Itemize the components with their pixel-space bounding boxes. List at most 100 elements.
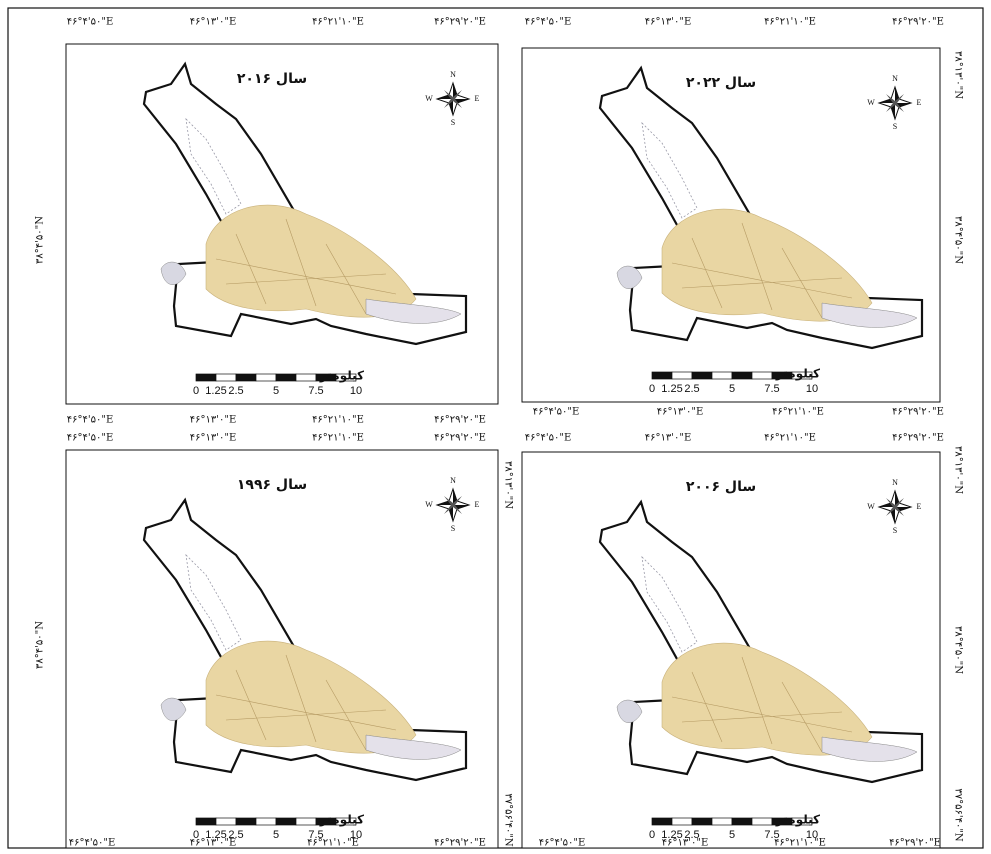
scale-segment: [296, 818, 316, 825]
compass-letter: N: [892, 478, 898, 487]
latitude-label: ۳۸°۴'۵۰"N: [953, 626, 964, 674]
compass-letter: E: [917, 502, 922, 511]
scale-label: 0: [649, 383, 655, 395]
compass-letter: S: [893, 122, 897, 131]
longitude-label: ۴۶°۴'۵۰"E: [67, 17, 114, 28]
longitude-label: ۴۶°۴'۵۰"E: [525, 433, 572, 444]
longitude-label: ۴۶°۲۹'۲۰"E: [889, 838, 941, 849]
longitude-label: ۴۶°۲۱'۱۰"E: [774, 838, 826, 849]
longitude-label: ۴۶°۱۳'۰"E: [662, 838, 709, 849]
longitude-label: ۴۶°۴'۵۰"E: [525, 17, 572, 28]
longitude-label: ۴۶°۲۹'۲۰"E: [892, 433, 944, 444]
scale-label: 7.5: [308, 385, 323, 397]
scale-segment: [236, 818, 256, 825]
compass-letter: W: [425, 94, 433, 103]
scale-segment: [672, 372, 692, 379]
latitude-label: ۳۸°۴'۵۰"N: [35, 216, 46, 264]
compass-letter: S: [451, 524, 455, 533]
compass-letter: E: [917, 98, 922, 107]
scale-segment: [296, 374, 316, 381]
scale-segment: [652, 372, 672, 379]
scale-segment: [732, 372, 752, 379]
scale-label: 0: [193, 385, 199, 397]
map-title: سال ۲۰۱۶: [237, 71, 307, 87]
scale-label: 10: [350, 385, 362, 397]
scale-segment: [732, 818, 752, 825]
scale-label: 5: [729, 383, 735, 395]
longitude-label: ۴۶°۱۳'۰"E: [645, 433, 692, 444]
longitude-label: ۴۶°۲۱'۱۰"E: [312, 433, 364, 444]
scale-segment: [216, 818, 236, 825]
longitude-label: ۴۶°۲۱'۱۰"E: [312, 17, 364, 28]
longitude-label: ۴۶°۱۳'۰"E: [190, 838, 237, 849]
map-title: سال ۲۰۰۶: [686, 479, 756, 495]
longitude-label: ۴۶°۲۹'۲۰"E: [434, 433, 486, 444]
scale-unit: کیلومتر: [319, 813, 364, 828]
scale-label: 5: [729, 829, 735, 841]
compass-letter: S: [451, 118, 455, 127]
scale-segment: [712, 818, 732, 825]
scale-label: 2.5: [684, 383, 699, 395]
scale-segment: [276, 374, 296, 381]
map-title: سال ۲۰۲۲: [686, 75, 756, 91]
longitude-label: ۴۶°۲۹'۲۰"E: [892, 17, 944, 28]
compass-letter: N: [450, 70, 456, 79]
latitude-label: ۳۷°۵۶'۴۰"N: [953, 788, 964, 842]
scale-label: 1.25: [661, 383, 682, 395]
longitude-label: ۴۶°۴'۵۰"E: [67, 415, 114, 426]
scale-segment: [276, 818, 296, 825]
scale-segment: [652, 818, 672, 825]
page: سال ۲۰۱۶NESW01.252.557.510کیلومتر۴۶°۴'۵۰…: [0, 0, 991, 854]
figure: سال ۲۰۱۶NESW01.252.557.510کیلومتر۴۶°۴'۵۰…: [0, 0, 991, 854]
longitude-label: ۴۶°۴'۵۰"E: [539, 838, 586, 849]
compass-letter: E: [475, 94, 480, 103]
latitude-label: ۳۸°۱۳'۰"N: [953, 51, 964, 99]
scale-label: 1.25: [205, 385, 226, 397]
longitude-label: ۴۶°۱۳'۰"E: [190, 433, 237, 444]
scale-segment: [692, 818, 712, 825]
latitude-label: ۳۸°۱۳'۰"N: [503, 461, 514, 509]
scale-segment: [196, 374, 216, 381]
scale-segment: [752, 372, 772, 379]
longitude-label: ۴۶°۲۹'۲۰"E: [434, 838, 486, 849]
longitude-label: ۴۶°۲۹'۲۰"E: [892, 407, 944, 418]
scale-segment: [216, 374, 236, 381]
scale-segment: [236, 374, 256, 381]
scale-unit: کیلومتر: [775, 367, 820, 382]
scale-segment: [752, 818, 772, 825]
latitude-label: ۳۷°۵۶'۴۰"N: [503, 793, 514, 847]
latitude-label: ۳۸°۱۳'۰"N: [953, 446, 964, 494]
scale-label: 2.5: [228, 385, 243, 397]
compass-letter: W: [867, 502, 875, 511]
scale-label: 0: [649, 829, 655, 841]
longitude-label: ۴۶°۲۱'۱۰"E: [772, 407, 824, 418]
longitude-label: ۴۶°۲۱'۱۰"E: [312, 415, 364, 426]
scale-segment: [692, 372, 712, 379]
scale-label: 7.5: [764, 383, 779, 395]
scale-segment: [712, 372, 732, 379]
scale-label: 5: [273, 829, 279, 841]
compass-letter: S: [893, 526, 897, 535]
compass-letter: W: [425, 500, 433, 509]
scale-segment: [256, 374, 276, 381]
longitude-label: ۴۶°۲۱'۱۰"E: [764, 433, 816, 444]
scale-label: 10: [806, 383, 818, 395]
longitude-label: ۴۶°۲۱'۱۰"E: [764, 17, 816, 28]
longitude-label: ۴۶°۲۹'۲۰"E: [434, 415, 486, 426]
longitude-label: ۴۶°۲۹'۲۰"E: [434, 17, 486, 28]
compass-letter: E: [475, 500, 480, 509]
longitude-label: ۴۶°۱۳'۰"E: [657, 407, 704, 418]
scale-label: 5: [273, 385, 279, 397]
longitude-label: ۴۶°۲۱'۱۰"E: [307, 838, 359, 849]
scale-segment: [672, 818, 692, 825]
compass-letter: N: [450, 476, 456, 485]
latitude-label: ۳۸°۴'۵۰"N: [35, 621, 46, 669]
longitude-label: ۴۶°۱۳'۰"E: [190, 415, 237, 426]
compass-letter: N: [892, 74, 898, 83]
longitude-label: ۴۶°۱۳'۰"E: [645, 17, 692, 28]
longitude-label: ۴۶°۴'۵۰"E: [69, 838, 116, 849]
